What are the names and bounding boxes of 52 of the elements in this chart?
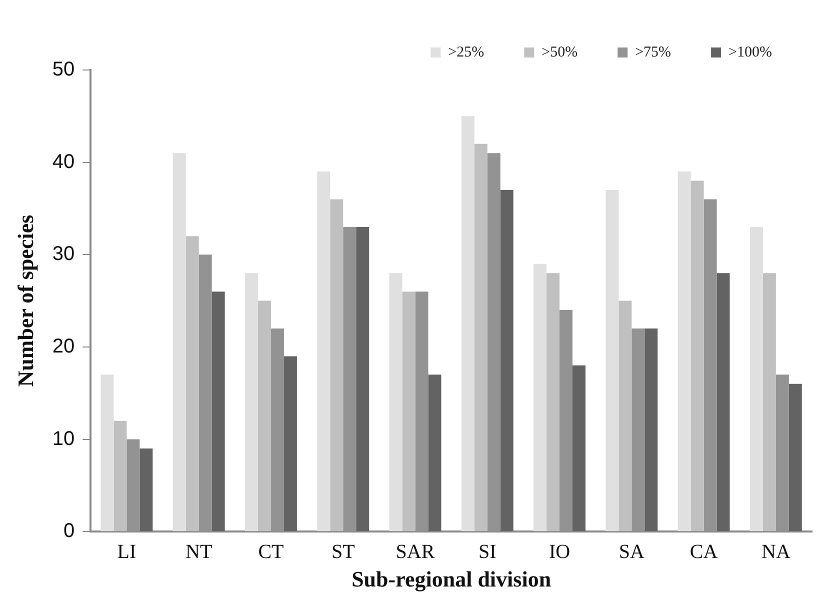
bar bbox=[690, 180, 704, 532]
bar bbox=[750, 226, 763, 532]
bar bbox=[356, 226, 370, 532]
bar bbox=[716, 273, 730, 532]
x-tick-label: SAR bbox=[396, 540, 436, 563]
y-tick-label: 0 bbox=[64, 520, 75, 542]
bar bbox=[678, 172, 691, 532]
bar bbox=[572, 365, 586, 532]
bar bbox=[500, 190, 514, 532]
x-tick-label: NT bbox=[186, 540, 212, 563]
bar bbox=[284, 356, 297, 532]
bar bbox=[114, 420, 127, 532]
bar bbox=[618, 300, 632, 532]
x-tick-label: SI bbox=[478, 540, 496, 563]
bar bbox=[389, 273, 402, 532]
bar bbox=[644, 328, 658, 532]
bar bbox=[474, 144, 488, 532]
y-tick-label: 20 bbox=[52, 335, 75, 358]
bar bbox=[245, 273, 258, 532]
x-tick-label: ST bbox=[331, 540, 355, 563]
bar bbox=[534, 264, 547, 532]
bar bbox=[100, 374, 114, 532]
bar bbox=[546, 273, 560, 532]
bar bbox=[330, 199, 344, 532]
bar bbox=[140, 448, 153, 532]
x-axis-title: Sub-regional division bbox=[352, 566, 552, 592]
bar bbox=[212, 292, 225, 532]
bar bbox=[402, 292, 416, 532]
bar bbox=[788, 384, 802, 532]
x-tick-label: CT bbox=[258, 540, 284, 563]
x-tick-label: CA bbox=[690, 540, 718, 563]
bar bbox=[428, 374, 442, 532]
bar bbox=[606, 190, 619, 532]
bar bbox=[762, 273, 776, 532]
y-tick-label: 50 bbox=[52, 58, 75, 81]
bar bbox=[317, 172, 330, 532]
legend-label: >25% bbox=[448, 44, 484, 60]
legend-label: >100% bbox=[728, 44, 772, 60]
bar bbox=[172, 153, 186, 532]
bar bbox=[461, 116, 474, 532]
bar bbox=[186, 236, 199, 532]
x-tick-label: LI bbox=[117, 540, 136, 563]
y-tick-label: 40 bbox=[52, 150, 75, 173]
legend-label: >50% bbox=[542, 44, 578, 60]
y-tick-label: 30 bbox=[52, 243, 75, 266]
bar bbox=[258, 300, 271, 532]
x-tick-label: NA bbox=[761, 540, 791, 563]
x-tick-label: SA bbox=[618, 540, 645, 563]
y-tick-label: 10 bbox=[52, 428, 75, 450]
x-tick-label: IO bbox=[548, 540, 570, 563]
y-axis-title: Number of species bbox=[12, 214, 38, 387]
legend-label: >75% bbox=[635, 44, 672, 60]
